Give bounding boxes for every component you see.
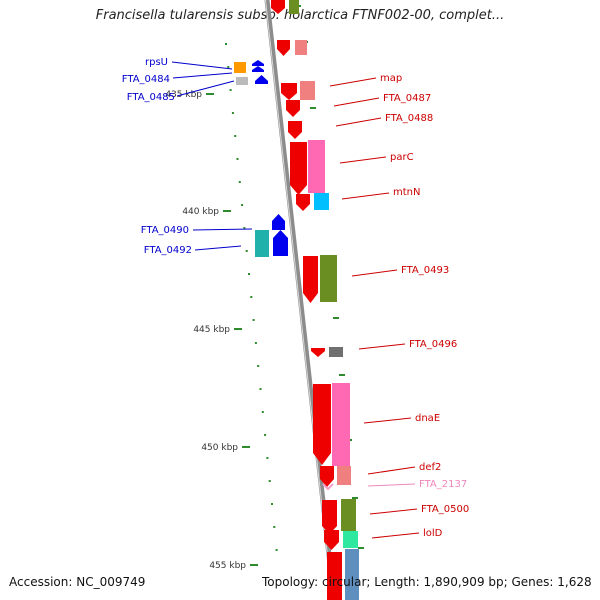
gene-label-leader bbox=[339, 156, 387, 164]
cog-bar[interactable] bbox=[234, 62, 246, 73]
gene-label: FTA_0490 bbox=[141, 225, 189, 236]
cog-bar[interactable] bbox=[345, 549, 359, 600]
gene-label: lolD bbox=[423, 528, 443, 539]
gene-arrow[interactable] bbox=[288, 121, 302, 139]
gene-label: FTA_0492 bbox=[144, 245, 192, 256]
cog-bar[interactable] bbox=[337, 466, 351, 485]
gene-label: FTA_0484 bbox=[122, 74, 170, 85]
cog-bar[interactable] bbox=[295, 40, 307, 55]
gene-label-leader bbox=[172, 72, 233, 79]
cog-bar[interactable] bbox=[341, 499, 356, 531]
cog-bar[interactable] bbox=[308, 140, 325, 193]
gene-arrow[interactable] bbox=[255, 75, 268, 84]
gene-arrow[interactable] bbox=[303, 256, 318, 303]
kbp-label: 455 kbp bbox=[209, 561, 246, 571]
gene-label-leader bbox=[329, 77, 377, 87]
gene-arrow[interactable] bbox=[272, 214, 285, 230]
gene-label: FTA_0496 bbox=[409, 339, 457, 350]
gene-arrow[interactable] bbox=[327, 552, 342, 600]
map-title: Francisella tularensis subsp. holarctica… bbox=[95, 8, 505, 23]
gene-label: FTA_0485 bbox=[127, 92, 175, 103]
cog-bar[interactable] bbox=[343, 531, 358, 548]
gene-label-leader bbox=[333, 97, 380, 107]
gene-label: def2 bbox=[419, 462, 441, 473]
cog-bar[interactable] bbox=[236, 77, 248, 85]
gene-arrow[interactable] bbox=[311, 348, 325, 357]
gene-arrow[interactable] bbox=[324, 530, 339, 550]
gene-arrow[interactable] bbox=[252, 66, 264, 72]
gene-label-leader bbox=[341, 192, 390, 200]
gene-label-leader bbox=[351, 269, 398, 277]
cog-bar[interactable] bbox=[314, 193, 329, 210]
genome-info-label: Topology: circular; Length: 1,890,909 bp… bbox=[262, 575, 592, 589]
gene-arrow[interactable] bbox=[290, 142, 307, 195]
gene-arrow[interactable] bbox=[320, 466, 334, 487]
cog-bar[interactable] bbox=[289, 0, 299, 14]
gene-label-leader bbox=[371, 532, 420, 539]
kbp-label: 445 kbp bbox=[193, 325, 230, 335]
gene-label-leader bbox=[194, 245, 242, 251]
gene-label: FTA_0488 bbox=[385, 113, 433, 124]
gene-label: FTA_0500 bbox=[421, 504, 469, 515]
gene-label-leader bbox=[369, 508, 418, 515]
kbp-label: 440 kbp bbox=[182, 207, 219, 217]
gene-label-leader bbox=[171, 61, 233, 70]
gene-label: rpsU bbox=[145, 57, 168, 68]
gene-arrow[interactable] bbox=[277, 40, 290, 56]
gene-arrow[interactable] bbox=[271, 0, 285, 14]
gene-label-leader bbox=[358, 343, 406, 350]
gene-arrow[interactable] bbox=[296, 194, 310, 211]
gene-arrow[interactable] bbox=[322, 500, 337, 534]
gene-label-leader bbox=[176, 80, 235, 97]
gene-arrow[interactable] bbox=[252, 60, 264, 66]
gene-label-leader bbox=[192, 228, 253, 231]
gene-label: FTA_2137 bbox=[419, 479, 467, 490]
cog-bar[interactable] bbox=[329, 347, 343, 357]
gene-label: dnaE bbox=[415, 413, 440, 424]
accession-label: Accession: NC_009749 bbox=[9, 575, 146, 589]
genome-backbone-highlight bbox=[265, 0, 333, 600]
kbp-label: 450 kbp bbox=[201, 443, 238, 453]
gene-arrow[interactable] bbox=[286, 100, 300, 117]
gene-label: mtnN bbox=[393, 187, 420, 198]
gene-arrow[interactable] bbox=[281, 83, 297, 100]
cog-bar[interactable] bbox=[332, 383, 350, 466]
pseudo-gene-marker bbox=[322, 483, 334, 491]
gene-label: FTA_0487 bbox=[383, 93, 431, 104]
gene-label-leader bbox=[367, 466, 416, 475]
gene-label-leader bbox=[335, 117, 382, 127]
gene-arrow[interactable] bbox=[273, 230, 288, 256]
cog-bar[interactable] bbox=[320, 255, 337, 302]
cog-bar[interactable] bbox=[255, 230, 269, 257]
gene-arrow[interactable] bbox=[313, 384, 331, 465]
gene-label: FTA_0493 bbox=[401, 265, 449, 276]
gene-label: map bbox=[380, 73, 402, 84]
kbp-label: 435 kbp bbox=[165, 90, 202, 100]
gene-label: parC bbox=[390, 152, 414, 163]
gene-label-leader bbox=[367, 483, 416, 487]
cog-bar[interactable] bbox=[300, 81, 315, 100]
gene-label-leader bbox=[363, 417, 412, 424]
